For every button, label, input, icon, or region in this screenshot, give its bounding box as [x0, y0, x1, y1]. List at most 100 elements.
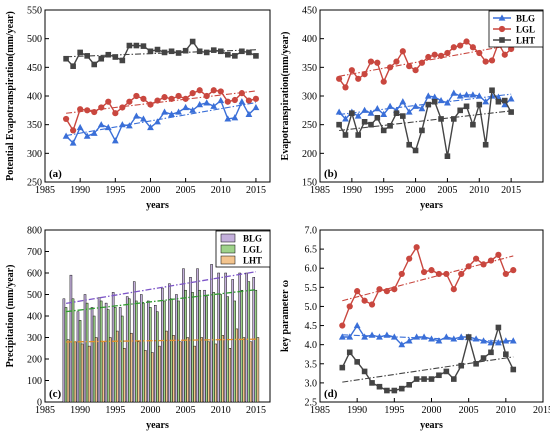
data-point	[196, 87, 203, 94]
bar	[233, 300, 236, 403]
bar	[191, 292, 194, 403]
data-point	[457, 333, 465, 340]
x-tick-label: 2000	[422, 405, 442, 416]
y-axis-label: Potential Evapotranspiration(mm/year)	[5, 11, 16, 181]
data-point	[383, 288, 390, 295]
data-point	[182, 103, 190, 111]
data-point	[376, 383, 383, 390]
data-point	[210, 102, 218, 109]
series-blg	[62, 96, 260, 146]
bar	[226, 296, 229, 403]
data-point	[338, 333, 346, 340]
y-tick-label: 300	[27, 333, 42, 344]
data-point	[224, 98, 231, 105]
bar	[85, 302, 89, 403]
data-point	[217, 96, 225, 104]
y-tick-label: 250	[302, 120, 317, 131]
x-tick-label: 2010	[469, 185, 489, 196]
bar	[151, 352, 154, 403]
data-point	[412, 67, 419, 74]
bar	[231, 279, 234, 403]
data-point	[70, 63, 76, 69]
bar	[137, 341, 140, 403]
data-point	[354, 288, 361, 295]
x-tick-label: 1990	[347, 405, 367, 416]
data-point	[231, 114, 239, 121]
trend-line	[66, 289, 257, 313]
data-point	[487, 339, 495, 346]
bar	[154, 305, 157, 403]
y-axis-label: Precipitation (mm/year)	[5, 265, 16, 368]
data-point	[482, 141, 489, 148]
bar	[198, 289, 201, 403]
data-point	[361, 297, 368, 304]
data-point	[154, 46, 161, 53]
bar	[116, 330, 119, 403]
data-point	[133, 92, 140, 100]
data-point	[368, 331, 376, 338]
bar	[144, 350, 147, 403]
y-tick-label: 450	[27, 63, 42, 74]
data-point	[495, 251, 502, 258]
data-point	[443, 368, 450, 375]
data-point	[458, 362, 465, 369]
y-tick-label: 450	[302, 6, 317, 17]
y-tick-label: 2.5	[305, 398, 318, 409]
bar	[142, 302, 145, 403]
bar	[214, 343, 217, 403]
data-point	[391, 387, 398, 394]
y-tick-label: 600	[27, 269, 42, 280]
bar	[97, 297, 101, 403]
trend-line	[65, 271, 257, 305]
bar	[217, 272, 220, 403]
panel-label: (d)	[324, 388, 338, 400]
data-point	[210, 87, 217, 94]
x-tick-label: 2005	[176, 185, 196, 196]
data-point	[62, 132, 70, 139]
bar	[219, 294, 222, 403]
data-point	[175, 108, 182, 115]
data-point	[412, 102, 419, 109]
data-point	[436, 372, 442, 379]
bar	[158, 345, 161, 403]
data-point	[501, 101, 509, 108]
data-point	[361, 71, 368, 78]
trend-line	[66, 338, 256, 343]
x-axis-label: years	[146, 200, 169, 211]
bar	[224, 272, 227, 403]
bar	[168, 283, 171, 403]
bar	[90, 307, 94, 403]
y-tick-label: 100	[27, 376, 42, 387]
data-point	[349, 110, 355, 116]
y-tick-label: 400	[302, 34, 317, 45]
data-point	[353, 321, 361, 329]
y-tick-label: 5.0	[305, 302, 318, 313]
data-point	[112, 110, 119, 117]
y-tick-label: 300	[27, 149, 42, 160]
data-point	[419, 127, 425, 134]
data-point	[374, 59, 381, 66]
bar	[179, 341, 182, 403]
data-point	[386, 102, 394, 109]
bar	[177, 300, 180, 403]
trend-line	[339, 93, 512, 116]
data-point	[442, 333, 450, 340]
data-point	[495, 324, 502, 331]
x-tick-label: 2010	[211, 185, 231, 196]
data-point	[369, 380, 375, 386]
bar	[113, 307, 117, 403]
series-lgl	[339, 244, 517, 329]
data-point	[387, 123, 393, 129]
data-point	[406, 141, 412, 148]
panel-d: 1985 1990 1995 2000 2005 2010 2015 2.5 3.0 3.5 4.0…	[280, 226, 550, 432]
data-point	[393, 110, 400, 116]
data-point	[147, 48, 154, 55]
legend-marker	[498, 25, 506, 33]
data-point	[104, 123, 112, 131]
series-line	[338, 92, 512, 120]
data-point	[161, 49, 168, 56]
data-point	[367, 109, 375, 116]
data-point	[444, 153, 451, 159]
data-point	[391, 286, 398, 293]
